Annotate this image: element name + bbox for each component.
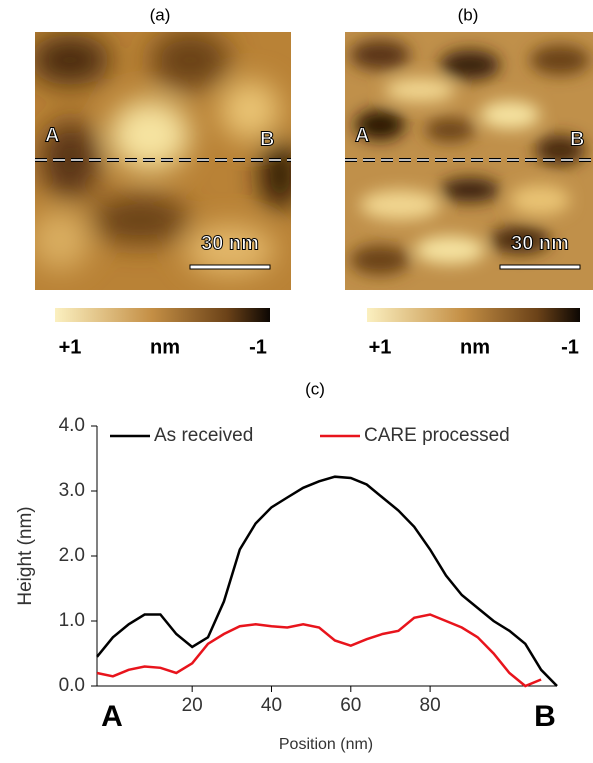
x-tick-label: 40 xyxy=(261,695,282,716)
point-label: B xyxy=(570,128,584,150)
colorbar xyxy=(367,308,580,322)
scale-bar xyxy=(189,264,271,270)
colorbar-label: -1 xyxy=(561,336,579,358)
colorbar-label: nm xyxy=(150,336,180,358)
y-tick-label: 2.0 xyxy=(59,545,85,566)
colorbar-label: nm xyxy=(460,336,490,358)
x-tick-label: 20 xyxy=(182,695,203,716)
y-tick-label: 4.0 xyxy=(59,415,85,436)
x-tick-label: 60 xyxy=(340,695,361,716)
x-axis-label: Position (nm) xyxy=(279,736,373,753)
point-label: A xyxy=(355,124,369,146)
end-label: B xyxy=(534,700,556,733)
y-tick-label: 3.0 xyxy=(59,480,85,501)
scale-bar xyxy=(499,264,581,270)
legend-label: CARE processed xyxy=(364,425,510,446)
point-label: B xyxy=(260,128,274,150)
x-tick-label: 80 xyxy=(420,695,441,716)
colorbar-label: +1 xyxy=(59,336,82,358)
point-label: A xyxy=(45,124,59,146)
y-tick-label: 1.0 xyxy=(59,610,85,631)
plot: 0.0 1.0 2.0 3.0 4.0 20 40 60 80 As received CARE p… xyxy=(59,415,558,716)
y-tick-label: 0.0 xyxy=(59,675,85,696)
data-line xyxy=(96,475,558,687)
colorbar-label: -1 xyxy=(249,336,267,358)
scale-bar-label: 30 nm xyxy=(511,232,569,254)
legend-label: As received xyxy=(154,425,253,446)
colorbar-label: +1 xyxy=(369,336,392,358)
panel-label: (a) xyxy=(150,5,171,24)
y-axis-label: Height (nm) xyxy=(15,506,36,605)
chart-title: (c) xyxy=(305,379,325,398)
panel-label: (b) xyxy=(458,5,479,24)
scale-bar-label: 30 nm xyxy=(201,232,259,254)
afm-image xyxy=(35,32,291,290)
start-label: A xyxy=(101,700,123,733)
colorbar xyxy=(55,308,270,322)
data-line xyxy=(96,613,542,688)
